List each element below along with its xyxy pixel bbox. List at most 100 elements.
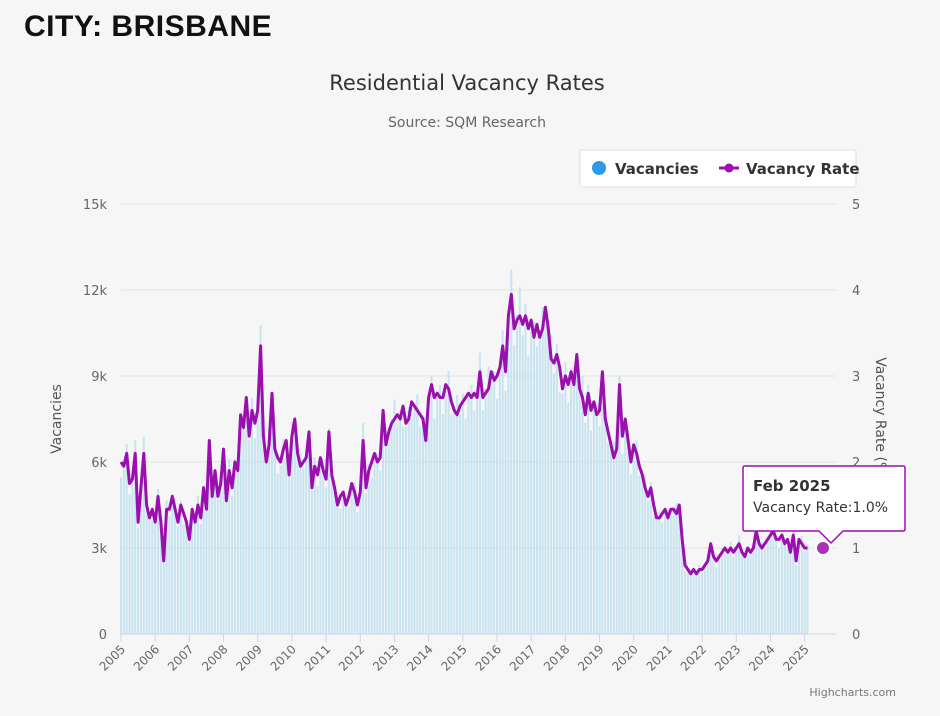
vacancies-bar xyxy=(239,422,242,634)
vacancies-bar xyxy=(450,414,453,634)
vacancies-bar xyxy=(342,494,345,634)
vacancies-bar xyxy=(194,522,197,634)
legend-item-vacancy-rate[interactable]: Vacancy Rate xyxy=(719,160,860,178)
vacancies-bar xyxy=(396,422,399,634)
vacancies-bar xyxy=(732,556,735,634)
vacancies-bar xyxy=(621,454,624,634)
vacancies-bar xyxy=(293,430,296,634)
vacancies-bar xyxy=(729,541,732,634)
vacancies-bar xyxy=(738,535,741,634)
legend-marker-vacancies xyxy=(592,161,606,175)
vacancies-bar xyxy=(655,519,658,634)
vacancies-bar xyxy=(498,372,501,634)
vacancies-bar xyxy=(222,462,225,634)
x-tick-label: 2013 xyxy=(370,642,401,673)
x-tick-label: 2012 xyxy=(336,642,367,673)
vacancies-bar xyxy=(618,375,621,634)
vacancies-bar xyxy=(401,426,405,634)
vacancies-bar xyxy=(157,488,160,634)
y-right-tick-label: 3 xyxy=(852,370,860,385)
vacancies-bar xyxy=(307,450,311,634)
vacancies-bar xyxy=(478,352,481,634)
tooltip: Feb 2025 Vacancy Rate:1.0% xyxy=(742,465,906,545)
vacancies-bar xyxy=(464,418,467,634)
vacancies-bar xyxy=(792,527,795,634)
y-left-label: Vacancies xyxy=(49,384,65,454)
x-tick-label: 2007 xyxy=(165,642,196,673)
vacancies-bar xyxy=(330,460,333,634)
vacancies-bar xyxy=(607,442,610,634)
vacancies-bar xyxy=(743,553,746,634)
y-right-tick-label: 5 xyxy=(852,198,860,213)
vacancies-bar xyxy=(339,508,342,634)
vacancies-bar xyxy=(362,423,365,634)
vacancies-bar xyxy=(473,410,476,634)
vacancies-bar xyxy=(646,501,650,634)
vacancies-bar xyxy=(789,552,792,634)
legend-label-vacancies: Vacancies xyxy=(615,160,699,178)
vacancies-bar xyxy=(367,464,370,634)
tooltip-date: Feb 2025 xyxy=(753,477,831,495)
vacancies-bar xyxy=(208,447,211,634)
vacancies-bar xyxy=(165,500,168,634)
vacancies-bar xyxy=(288,474,291,634)
vacancies-bar xyxy=(746,555,749,634)
vacancies-bar xyxy=(154,524,157,634)
vacancies-bar xyxy=(137,528,140,634)
vacancies-bar xyxy=(772,534,775,634)
x-tick-label: 2006 xyxy=(131,642,162,673)
vacancies-bar xyxy=(393,399,396,634)
vacancies-bar xyxy=(578,384,581,634)
vacancies-bar xyxy=(356,511,359,634)
credits[interactable]: Highcharts.com xyxy=(809,686,896,699)
hover-point-marker[interactable] xyxy=(815,540,831,556)
chart-subtitle: Source: SQM Research xyxy=(388,115,546,131)
vacancies-bar xyxy=(803,551,806,634)
vacancies-bar xyxy=(345,498,348,634)
vacancies-bar xyxy=(151,520,154,634)
vacancies-bar xyxy=(350,483,353,634)
vacancies-bar xyxy=(439,384,442,634)
vacancies-bar xyxy=(142,437,145,634)
vacancies-bar xyxy=(265,458,268,634)
vacancies-bar xyxy=(567,402,570,634)
vacancies-bar xyxy=(658,511,661,634)
vacancies-bar xyxy=(179,500,182,634)
vacancies-bar xyxy=(484,388,487,634)
vacancies-bar xyxy=(778,547,781,634)
vacancies-bar xyxy=(587,384,590,634)
vacancies-bar xyxy=(296,450,299,634)
vacancies-bar xyxy=(410,418,413,634)
vacancies-bar xyxy=(242,420,245,634)
tooltip-label: Vacancy Rate:1.0% xyxy=(753,500,888,516)
vacancy-rate-path xyxy=(119,292,808,576)
vacancies-bar xyxy=(131,479,134,634)
vacancies-bar xyxy=(669,516,672,634)
vacancies-bar xyxy=(615,455,618,634)
vacancies-bar xyxy=(766,537,769,634)
vacancy-rate-line xyxy=(119,292,808,576)
vacancies-bar xyxy=(552,372,556,634)
vacancies-bar xyxy=(524,304,527,634)
x-tick-label: 2010 xyxy=(268,642,299,673)
y-right-tick-label: 4 xyxy=(852,284,860,299)
vacancies-bar xyxy=(592,405,595,634)
x-tick-label: 2022 xyxy=(678,642,709,673)
vacancies-bar xyxy=(721,547,724,634)
vacancies-bar xyxy=(624,422,627,634)
legend-item-vacancies[interactable]: Vacancies xyxy=(592,160,699,178)
vacancies-bar xyxy=(786,546,789,634)
vacancies-bar xyxy=(661,522,664,634)
vacancies-bar xyxy=(712,553,715,634)
vacancies-bar xyxy=(495,399,499,634)
vacancies-bar xyxy=(384,431,387,634)
vacancies-bar xyxy=(399,411,402,634)
vacancies-bar xyxy=(458,414,462,634)
x-tick-label: 2021 xyxy=(644,642,675,673)
vacancies-bar xyxy=(185,524,188,634)
vacancies-bar xyxy=(199,524,202,634)
vacancies-bar xyxy=(119,477,123,634)
x-tick-label: 2023 xyxy=(712,642,743,673)
